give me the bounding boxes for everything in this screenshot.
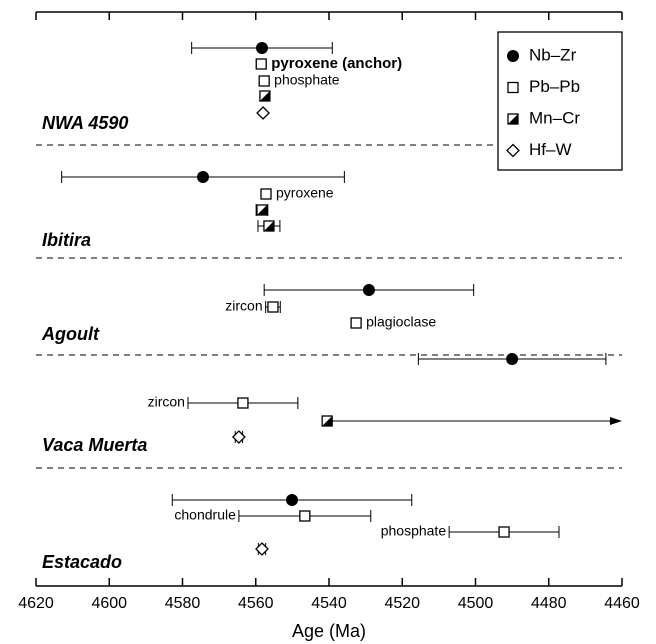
point bbox=[197, 171, 210, 183]
point-label: plagioclase bbox=[366, 314, 436, 330]
arrow-head bbox=[610, 417, 622, 425]
marker-half bbox=[508, 114, 518, 124]
x-tick-label: 4580 bbox=[165, 595, 201, 612]
marker-half bbox=[263, 221, 274, 231]
point bbox=[299, 510, 311, 522]
marker-half bbox=[259, 91, 270, 101]
group-name: Agoult bbox=[41, 324, 100, 344]
point bbox=[362, 284, 375, 296]
x-tick-label: 4460 bbox=[604, 595, 640, 612]
x-tick-label: 4620 bbox=[18, 595, 54, 612]
x-axis-label: Age (Ma) bbox=[292, 621, 366, 641]
legend-label: Hf–W bbox=[529, 140, 572, 159]
marker-half bbox=[256, 205, 267, 215]
x-tick-label: 4560 bbox=[238, 595, 274, 612]
point bbox=[498, 526, 510, 538]
point bbox=[506, 143, 520, 158]
point-label: pyroxene (anchor) bbox=[271, 55, 402, 72]
point bbox=[256, 204, 268, 216]
point bbox=[237, 397, 249, 409]
point-label: chondrule bbox=[174, 507, 236, 523]
legend-label: Mn–Cr bbox=[529, 108, 580, 127]
point bbox=[260, 188, 272, 200]
point bbox=[258, 75, 270, 87]
marker-half bbox=[322, 416, 333, 426]
group-name: Estacado bbox=[42, 552, 122, 572]
x-tick-label: 4480 bbox=[531, 595, 567, 612]
point bbox=[321, 415, 333, 427]
legend-label: Nb–Zr bbox=[529, 45, 577, 64]
point bbox=[256, 106, 270, 120]
point bbox=[506, 353, 519, 365]
point bbox=[255, 42, 268, 54]
point bbox=[507, 113, 519, 125]
point bbox=[507, 50, 519, 62]
point bbox=[259, 90, 271, 102]
legend-label: Pb–Pb bbox=[529, 77, 580, 96]
x-tick-label: 4600 bbox=[91, 595, 127, 612]
point bbox=[350, 317, 362, 329]
group-name: Ibitira bbox=[42, 230, 91, 250]
point bbox=[263, 220, 275, 232]
point bbox=[255, 542, 269, 556]
point bbox=[507, 81, 519, 94]
group-name: Vaca Muerta bbox=[42, 435, 147, 455]
point-label: zircon bbox=[225, 298, 262, 314]
x-tick-label: 4520 bbox=[384, 595, 420, 612]
point bbox=[267, 301, 279, 313]
x-tick-label: 4540 bbox=[311, 595, 347, 612]
point bbox=[286, 494, 299, 506]
point bbox=[255, 58, 267, 70]
point-label: pyroxene bbox=[276, 185, 334, 201]
point bbox=[231, 430, 246, 444]
group-name: NWA 4590 bbox=[42, 113, 128, 133]
point-label: phosphate bbox=[381, 523, 447, 539]
x-tick-label: 4500 bbox=[458, 595, 494, 612]
point-label: zircon bbox=[148, 394, 185, 410]
point-label: phosphate bbox=[274, 72, 340, 88]
